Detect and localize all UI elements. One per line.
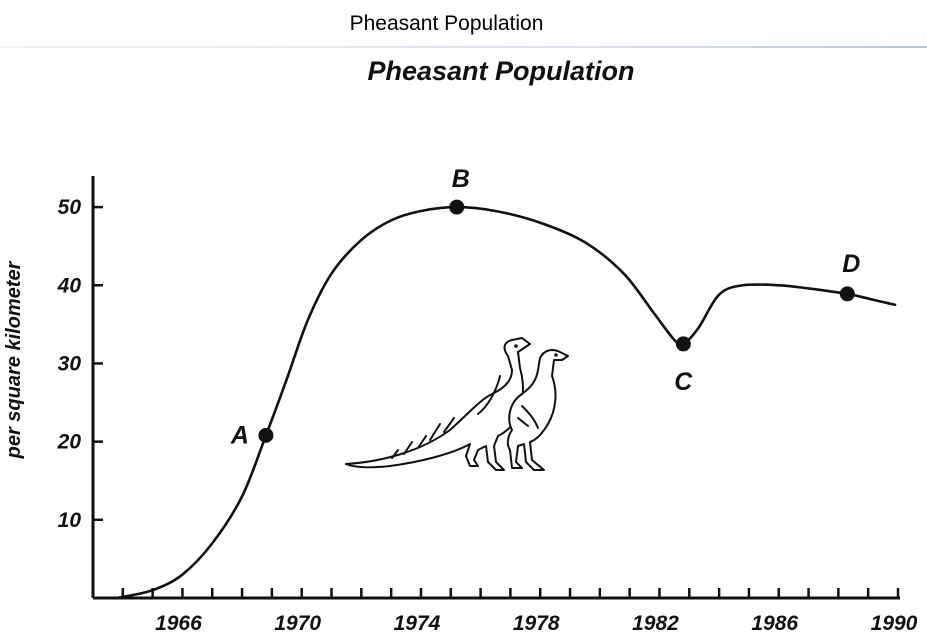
point-d-marker [839,286,855,302]
y-tick-label: 20 [57,431,82,454]
female-pheasant-drawing [506,349,569,471]
x-tick-label: 1978 [513,612,560,634]
y-tick-label: 40 [57,274,82,297]
x-tick-label: 1986 [751,612,798,634]
x-axis-ticks: 1966 1970 1974 1978 1982 1986 1990 [91,588,918,634]
point-b-marker [449,199,465,215]
population-series-line [115,205,897,600]
point-c-marker [675,336,691,352]
y-axis-ticks: 10 20 30 40 50 [57,196,103,532]
male-pheasant-drawing [345,337,531,471]
page-title: Pheasant Population [349,12,544,35]
page-header: Pheasant Population [0,0,927,48]
labeled-points: A B C D [230,165,860,449]
point-a-marker [258,427,274,443]
y-tick-label: 50 [58,196,82,219]
point-b-label: B [452,165,470,193]
axes [91,176,900,600]
x-tick-label: 1974 [394,612,441,634]
x-tick-label: 1990 [871,612,918,634]
pheasant-illustration [345,337,569,471]
chart-title: Pheasant Population [367,56,634,86]
y-tick-label: 30 [58,352,82,375]
point-a-label: A [230,421,249,449]
x-tick-label: 1982 [632,612,679,634]
x-tick-label: 1970 [274,612,321,634]
x-tick-label: 1966 [155,612,202,634]
point-d-label: D [842,250,860,278]
y-tick-label: 10 [58,509,82,532]
header-divider [0,46,927,48]
y-axis-label: per square kilometer [3,260,25,459]
point-c-label: C [674,368,693,396]
